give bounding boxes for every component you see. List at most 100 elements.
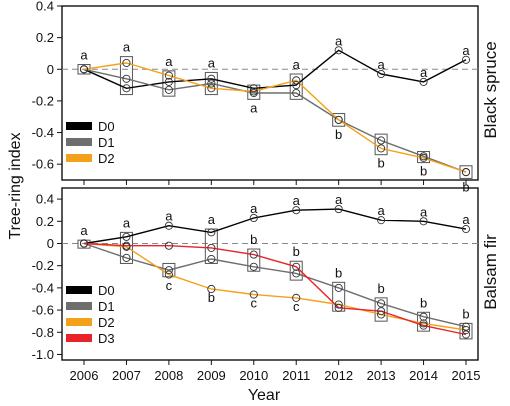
y-tick-label: -0.8 <box>32 325 54 340</box>
comparison-box <box>119 56 133 96</box>
y-tick-label: 0.4 <box>36 192 54 207</box>
y-tick-label: 0 <box>47 236 54 251</box>
data-point-d3 <box>164 241 173 250</box>
x-tick-label: 2015 <box>452 368 481 383</box>
significance-letter: a <box>293 193 301 208</box>
data-point-d3 <box>461 330 471 339</box>
data-point-d1 <box>461 322 471 331</box>
data-point-d0 <box>292 81 301 90</box>
data-point-d2 <box>164 270 173 279</box>
significance-letter: c <box>251 296 258 311</box>
significance-letter: c <box>293 299 300 314</box>
y-tick-label: -0.4 <box>32 280 54 295</box>
legend-swatch-d3 <box>66 334 92 342</box>
data-point-d0 <box>419 77 428 86</box>
y-tick-label: -0.6 <box>32 303 54 318</box>
comparison-box <box>289 260 303 281</box>
data-point-d0 <box>377 69 386 79</box>
data-point-d2 <box>292 76 301 85</box>
significance-letter: a <box>377 203 385 218</box>
data-point-d1 <box>334 283 343 292</box>
legend-swatch-d1 <box>66 302 92 310</box>
data-point-d2 <box>122 58 131 67</box>
significance-letter: b <box>462 179 469 194</box>
data-point-d2 <box>334 115 343 124</box>
data-point-d0 <box>122 84 131 93</box>
data-point-d0 <box>419 217 428 226</box>
plot-frame <box>61 5 479 181</box>
x-tick-label: 2011 <box>282 368 310 383</box>
data-point-d1 <box>377 299 386 308</box>
series-line-d1 <box>83 242 467 328</box>
comparison-box <box>204 71 218 96</box>
data-point-d3 <box>207 243 216 252</box>
significance-letter: a <box>335 33 343 48</box>
comparison-box <box>459 165 473 179</box>
legend-label-d0: D0 <box>98 283 115 298</box>
significance-letter: b <box>293 244 300 259</box>
data-point-d2 <box>292 293 301 302</box>
data-point-d2 <box>79 65 89 74</box>
significance-letter: b <box>420 164 427 179</box>
y-axis-title: Tree-ring index <box>7 132 24 239</box>
significance-letter: a <box>250 100 258 115</box>
legend-label-d2: D2 <box>98 315 115 330</box>
data-point-d0 <box>461 55 471 64</box>
significance-letter: a <box>208 212 216 227</box>
significance-letter: a <box>377 57 385 72</box>
data-point-d1 <box>377 136 386 145</box>
data-point-d3 <box>249 250 258 259</box>
data-point-d2 <box>164 71 173 80</box>
y-tick-label: -1.0 <box>32 347 54 362</box>
series-line-d0 <box>83 208 467 245</box>
significance-letter: a <box>250 201 258 216</box>
data-point-d3 <box>292 262 301 271</box>
panel-title: Balsam fir <box>481 234 500 310</box>
x-tick-label: 2009 <box>197 368 226 383</box>
significance-letter: a <box>165 209 173 224</box>
comparison-box <box>247 248 261 272</box>
legend-swatch-d0 <box>66 122 92 130</box>
significance-letter: b <box>335 127 342 142</box>
legend-swatch-d2 <box>66 318 92 326</box>
x-tick-label: 2014 <box>409 368 438 383</box>
significance-letter: a <box>293 57 301 72</box>
data-point-d0 <box>292 206 301 215</box>
y-tick-label: -0.2 <box>32 258 54 273</box>
legend-swatch-d1 <box>66 138 92 146</box>
data-point-d2 <box>249 87 258 96</box>
x-tick-label: 2007 <box>112 368 141 383</box>
significance-letter: b <box>335 265 342 280</box>
data-point-d0 <box>377 216 386 225</box>
significance-letter: a <box>462 43 470 58</box>
data-point-d0 <box>461 225 471 234</box>
data-point-d0 <box>207 228 216 237</box>
data-point-d0 <box>249 84 258 93</box>
significance-letter: a <box>420 65 428 80</box>
significance-letter: b <box>420 295 427 310</box>
data-point-d2 <box>419 153 428 162</box>
data-point-d1 <box>122 74 131 83</box>
x-tick-label: 2012 <box>324 368 353 383</box>
data-point-d2 <box>461 168 471 177</box>
x-tick-label: 2013 <box>367 368 396 383</box>
significance-letter: a <box>462 212 470 227</box>
x-tick-label: 2010 <box>239 368 268 383</box>
data-point-d3 <box>377 307 386 316</box>
significance-letter: b <box>377 281 384 296</box>
series-line-d0 <box>83 49 467 90</box>
x-tick-label: 2006 <box>70 368 99 383</box>
y-tick-label: -0.2 <box>32 93 54 108</box>
significance-letter: a <box>208 55 216 70</box>
y-tick-label: 0.2 <box>36 214 54 229</box>
y-tick-label: 0 <box>47 62 54 77</box>
legend-label-d3: D3 <box>98 331 115 346</box>
comparison-box <box>332 113 346 127</box>
y-tick-label: -0.4 <box>32 125 54 140</box>
series-line-d1 <box>83 68 467 173</box>
significance-letter: b <box>250 232 257 247</box>
data-point-d2 <box>207 84 216 93</box>
data-point-d1 <box>122 253 131 262</box>
significance-letter: b <box>377 156 384 171</box>
